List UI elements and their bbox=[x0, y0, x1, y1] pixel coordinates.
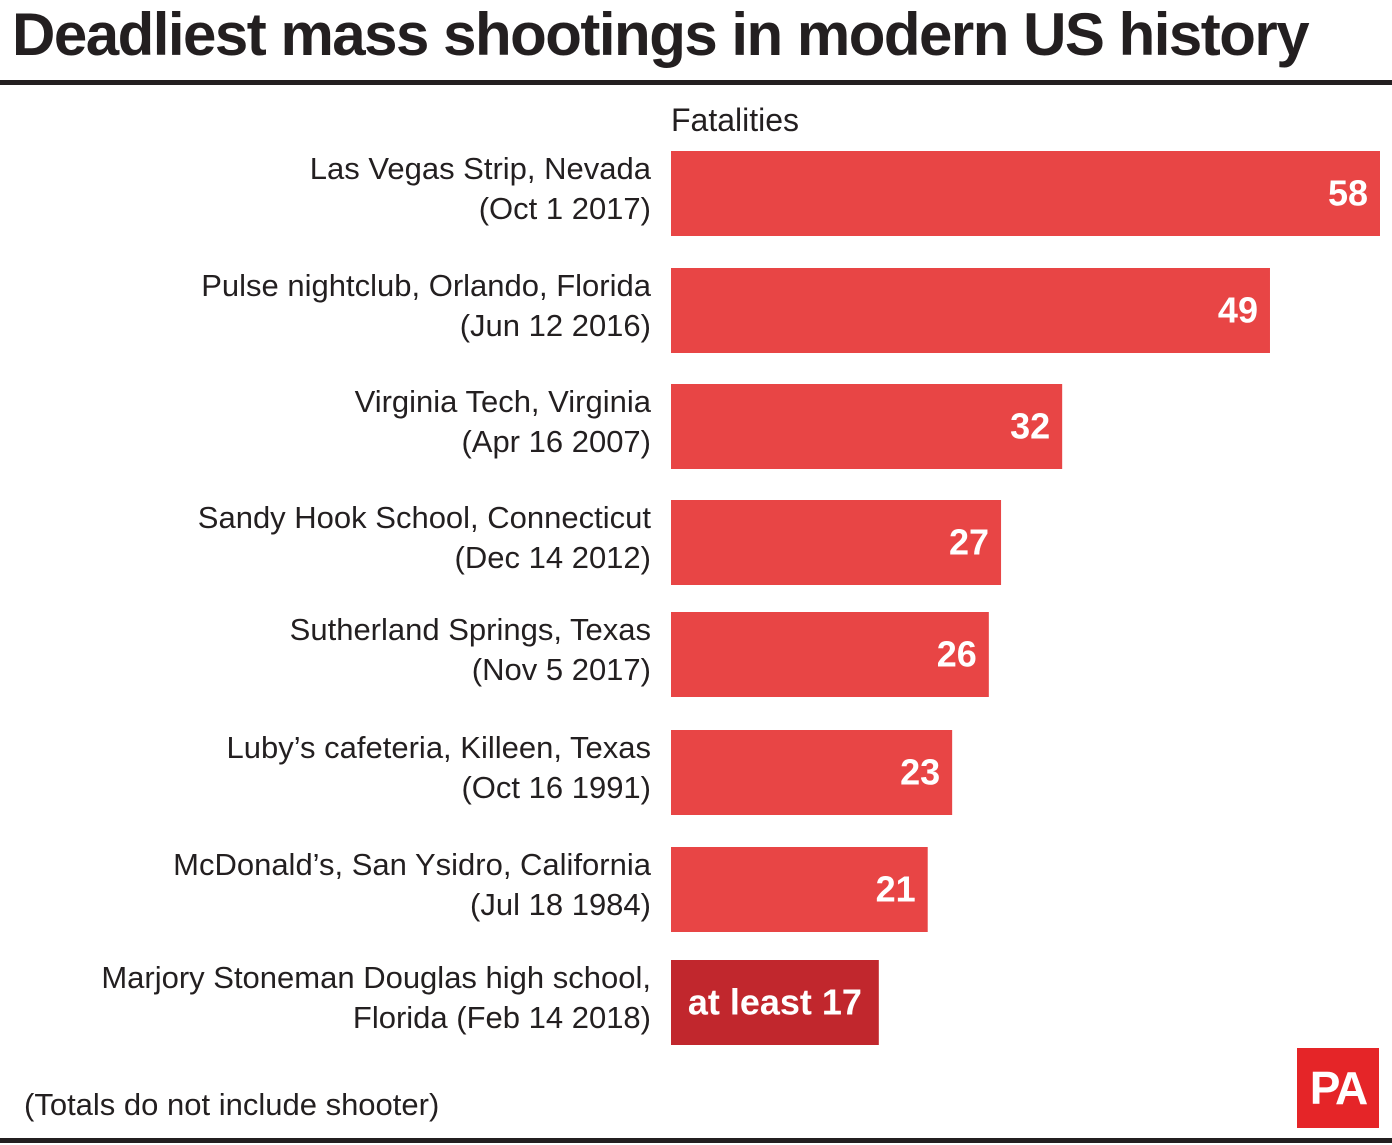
category-label-6-line-1: (Jul 18 1984) bbox=[470, 887, 651, 922]
bar-value-label-7: at least 17 bbox=[688, 982, 862, 1023]
bar-value-label-3: 27 bbox=[949, 522, 989, 563]
footnote: (Totals do not include shooter) bbox=[24, 1087, 440, 1122]
category-label-3-line-1: (Dec 14 2012) bbox=[455, 540, 651, 575]
title-divider bbox=[0, 80, 1392, 85]
category-label-1-line-1: (Jun 12 2016) bbox=[460, 308, 651, 343]
bar-value-label-6: 21 bbox=[876, 869, 916, 910]
category-label-3-line-0: Sandy Hook School, Connecticut bbox=[198, 500, 652, 535]
bar-2 bbox=[671, 384, 1063, 469]
pa-logo: PA bbox=[1297, 1048, 1379, 1128]
category-label-4-line-0: Sutherland Springs, Texas bbox=[290, 612, 651, 647]
bar-4 bbox=[671, 612, 989, 697]
bar-5 bbox=[671, 730, 953, 815]
chart-title: Deadliest mass shootings in modern US hi… bbox=[12, 1, 1310, 68]
bar-6 bbox=[671, 847, 928, 932]
category-label-7-line-0: Marjory Stoneman Douglas high school, bbox=[101, 960, 651, 995]
category-label-4-line-1: (Nov 5 2017) bbox=[472, 652, 651, 687]
bar-value-label-0: 58 bbox=[1328, 173, 1368, 214]
category-label-5-line-0: Luby’s cafeteria, Killeen, Texas bbox=[227, 730, 652, 765]
category-label-0-line-1: (Oct 1 2017) bbox=[479, 191, 651, 226]
category-label-5-line-1: (Oct 16 1991) bbox=[461, 770, 651, 805]
category-label-6-line-0: McDonald’s, San Ysidro, California bbox=[173, 847, 652, 882]
bottom-divider bbox=[0, 1138, 1392, 1143]
category-label-1-line-0: Pulse nightclub, Orlando, Florida bbox=[201, 268, 652, 303]
category-label-2-line-0: Virginia Tech, Virginia bbox=[355, 384, 652, 419]
bar-3 bbox=[671, 500, 1002, 585]
bar-value-label-1: 49 bbox=[1218, 290, 1258, 331]
bar-value-label-2: 32 bbox=[1010, 406, 1050, 447]
bar-0 bbox=[671, 151, 1380, 236]
bar-1 bbox=[671, 268, 1270, 353]
category-label-2-line-1: (Apr 16 2007) bbox=[461, 424, 651, 459]
bar-value-label-5: 23 bbox=[900, 752, 940, 793]
bar-value-label-4: 26 bbox=[937, 634, 977, 675]
category-label-7-line-1: Florida (Feb 14 2018) bbox=[353, 1000, 651, 1035]
category-label-0-line-0: Las Vegas Strip, Nevada bbox=[310, 151, 652, 186]
bar-7 bbox=[671, 960, 879, 1045]
bar-chart: 58 Las Vegas Strip, Nevada (Oct 1 2017) 49 P… bbox=[101, 151, 1380, 1045]
value-axis-label: Fatalities bbox=[671, 102, 800, 138]
